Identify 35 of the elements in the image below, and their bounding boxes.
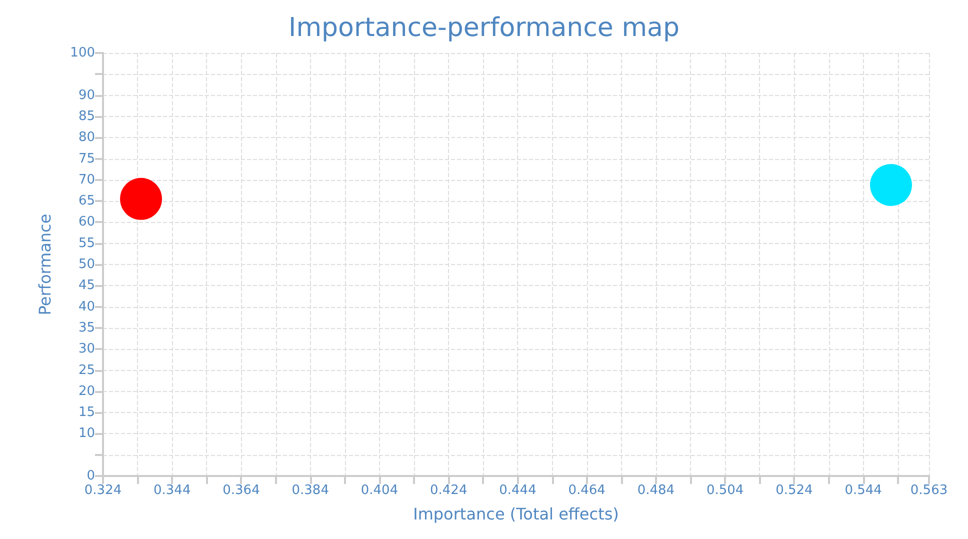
- y-tick-label: 50: [78, 257, 95, 272]
- y-tick-label: 90: [78, 88, 95, 103]
- x-tick-label: 0.324: [84, 483, 122, 498]
- y-tick-label: 0: [86, 468, 95, 484]
- x-tick-label: 0.524: [776, 483, 813, 498]
- x-tick-label: 0.484: [637, 483, 675, 498]
- y-tick-label: 20: [78, 384, 95, 399]
- x-tick-label: 0.404: [360, 483, 398, 498]
- y-tick-label: 35: [78, 320, 95, 336]
- y-axis-title: Performance: [36, 214, 54, 316]
- x-tick-label: 0.504: [706, 483, 744, 498]
- x-tick-label: 0.384: [292, 483, 329, 498]
- x-tick-label: 0.544: [844, 483, 882, 498]
- y-tick-label: 70: [78, 172, 95, 188]
- x-tick-label: 0.444: [499, 483, 536, 498]
- y-tick-label: 75: [78, 151, 95, 166]
- y-tick-label: 100: [70, 46, 95, 60]
- y-tick-label: 85: [78, 108, 95, 124]
- y-tick-label: 25: [78, 362, 95, 378]
- y-tick-label: 30: [78, 342, 95, 357]
- y-tick-label: 55: [78, 236, 95, 251]
- y-tick-label: 80: [78, 130, 95, 146]
- y-tick-label: 65: [78, 194, 95, 209]
- x-tick-label: 0.464: [568, 483, 606, 498]
- chart-title: Importance-performance map: [288, 13, 680, 43]
- x-tick-label: 0.424: [430, 483, 468, 498]
- y-tick-label: 15: [78, 405, 95, 420]
- y-tick-label: 60: [78, 214, 95, 230]
- x-tick-label: 0.563: [910, 483, 948, 498]
- y-tick-label: 40: [78, 299, 95, 314]
- x-tick-label: 0.344: [154, 483, 191, 498]
- x-tick-label: 0.364: [222, 483, 260, 498]
- y-tick-label: 10: [78, 426, 95, 442]
- x-axis-title: Importance (Total effects): [413, 504, 619, 524]
- y-tick-label: 45: [78, 278, 95, 294]
